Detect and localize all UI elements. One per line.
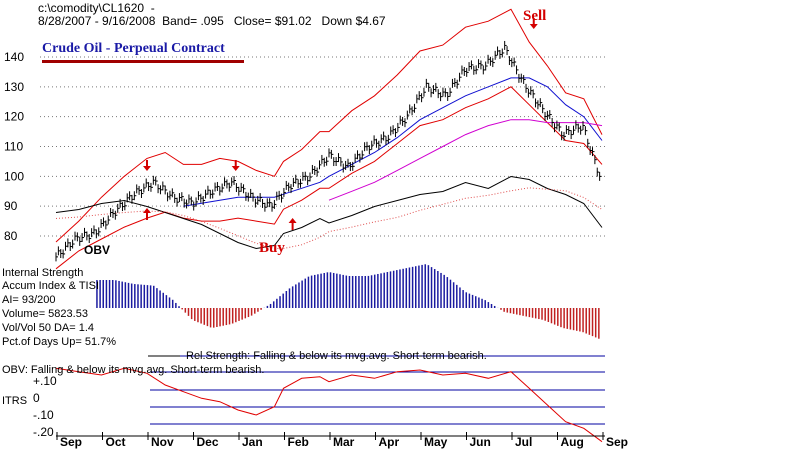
signal-arrow-head — [529, 24, 538, 29]
ma-magenta — [328, 119, 603, 201]
obv-line — [55, 175, 603, 250]
upper-band — [55, 8, 603, 243]
month-label: Sep — [606, 435, 628, 449]
price-tick-label: 90 — [4, 199, 18, 213]
sell-label: Sell — [523, 8, 547, 24]
lower-band — [55, 86, 603, 270]
price-tick-label: 110 — [4, 140, 23, 154]
month-label: Sep — [60, 435, 82, 449]
month-label: Mar — [333, 435, 355, 449]
price-tick-label: 80 — [4, 229, 18, 243]
vol50-label: Vol/Vol 50 DA= 1.4 — [2, 322, 95, 334]
obv-tag: OBV — [84, 243, 111, 257]
ma-blue — [183, 77, 603, 207]
chart-info: 8/28/2007 - 9/16/2008 Band= .095 Close= … — [38, 14, 386, 28]
month-label: Feb — [288, 435, 309, 449]
itrs-label: ITRS — [2, 395, 28, 407]
chart-path: c:\comodity\CL1620 - — [38, 1, 155, 15]
obv-lines — [55, 175, 603, 250]
month-label: Jul — [515, 435, 532, 449]
moving-averages — [183, 77, 603, 207]
bands — [55, 8, 603, 270]
obv-ma — [55, 187, 603, 249]
price-tick-label: 140 — [4, 50, 24, 64]
volume-label: Volume= 5823.53 — [2, 308, 88, 320]
ai-label: AI= 93/200 — [2, 294, 56, 306]
month-label: Dec — [197, 435, 219, 449]
month-axis: Sep Oct Nov Dec Jan Feb Mar Apr May Jun Jul Aug Sep — [56, 432, 628, 449]
signal-arrow-head — [143, 166, 151, 171]
rel-strength-note: Rel.Strength: Falling & below its mvg.av… — [186, 350, 487, 362]
month-label: Oct — [106, 435, 126, 449]
month-label: Aug — [561, 435, 584, 449]
month-label: Jan — [242, 435, 263, 449]
month-label: Apr — [379, 435, 400, 449]
internal-strength-label: Internal Strength — [2, 267, 84, 279]
obv-note: OBV: Falling & below its mvg.avg. Short-… — [2, 364, 265, 376]
itrs-line — [55, 367, 603, 443]
signal-arrows — [143, 18, 538, 230]
itrs-tick-label: -.20 — [33, 425, 54, 439]
month-label: Jun — [470, 435, 491, 449]
buy-label: Buy — [259, 240, 285, 256]
month-label: May — [424, 435, 448, 449]
pct-up-label: Pct.of Days Up= 51.7% — [2, 336, 117, 348]
price-tick-label: 120 — [4, 110, 24, 124]
itrs-tick-label: +.10 — [33, 374, 57, 388]
itrs-axis: +.10 0 -.10 -.20 — [33, 374, 57, 439]
accum-index-bars — [96, 264, 600, 339]
month-label: Nov — [151, 435, 174, 449]
itrs-tick-label: 0 — [33, 391, 40, 405]
itrs-lines — [55, 367, 603, 443]
price-tick-label: 130 — [4, 80, 24, 94]
signal-arrow-head — [288, 218, 297, 223]
accum-index-label: Accum Index & TISI — [2, 280, 100, 292]
signal-arrow-head — [231, 166, 240, 171]
title-underline — [42, 60, 244, 63]
price-bars — [55, 40, 602, 262]
itrs-gridlines — [148, 355, 605, 425]
itrs-tick-label: -.10 — [33, 408, 54, 422]
chart-title: Crude Oil - Perpeual Contract — [42, 41, 225, 56]
price-axis: 140 130 120 110 100 90 80 — [4, 50, 24, 243]
signal-arrow-head — [143, 208, 151, 213]
price-tick-label: 100 — [4, 169, 24, 183]
